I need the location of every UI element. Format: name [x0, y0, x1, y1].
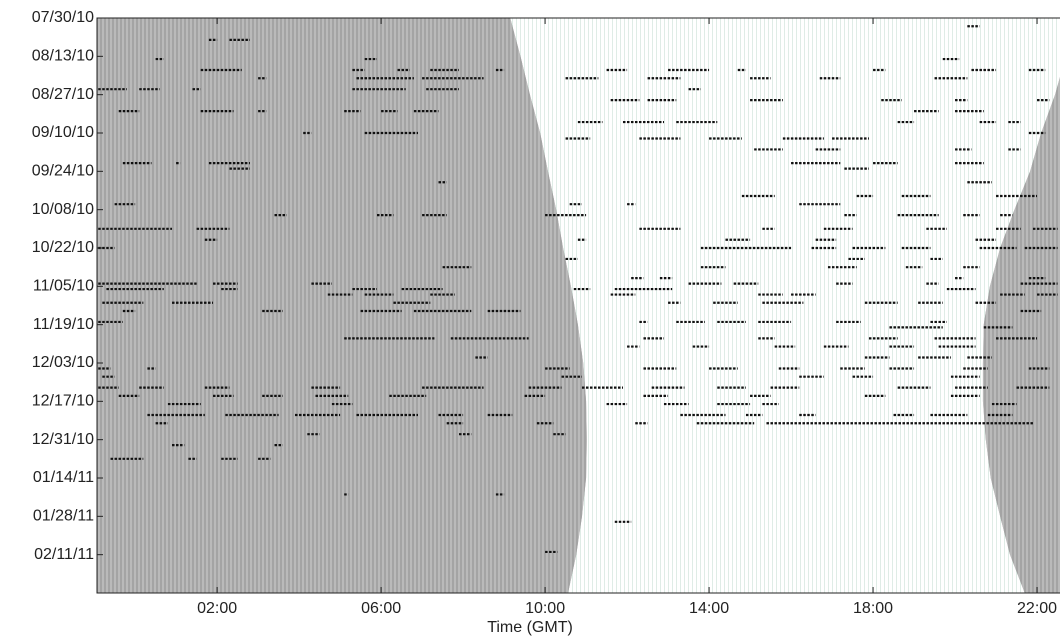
x-tick-label: 10:00 — [525, 600, 565, 617]
x-tick-label: 18:00 — [853, 600, 893, 617]
night-stripes — [97, 18, 587, 593]
y-tick-label: 12/31/10 — [32, 431, 94, 448]
x-axis-label: Time (GMT) — [487, 619, 573, 636]
y-tick-label: 01/28/11 — [33, 508, 94, 525]
y-tick-label: 11/19/10 — [33, 316, 94, 333]
y-tick-label: 08/27/10 — [32, 86, 94, 103]
y-tick-label: 12/03/10 — [32, 354, 94, 371]
x-tick-label: 02:00 — [197, 600, 237, 617]
night-stripes — [982, 76, 1060, 593]
y-tick-label: 10/08/10 — [32, 201, 94, 218]
x-tick-label: 06:00 — [361, 600, 401, 617]
y-tick-label: 07/30/10 — [32, 9, 94, 26]
y-tick-label: 08/13/10 — [32, 48, 94, 65]
y-tick-label: 11/05/10 — [33, 278, 94, 295]
y-tick-label: 01/14/11 — [33, 469, 94, 486]
y-tick-label: 10/22/10 — [32, 239, 94, 256]
y-tick-label: 12/17/10 — [32, 393, 94, 410]
x-tick-label: 22:00 — [1017, 600, 1057, 617]
y-tick-label: 09/24/10 — [32, 163, 94, 180]
x-tick-label: 14:00 — [689, 600, 729, 617]
axis-frame — [96, 17, 1060, 594]
y-tick-label: 09/10/10 — [32, 124, 94, 141]
plot-area — [97, 18, 1060, 593]
y-tick-label: 02/11/11 — [34, 546, 94, 563]
